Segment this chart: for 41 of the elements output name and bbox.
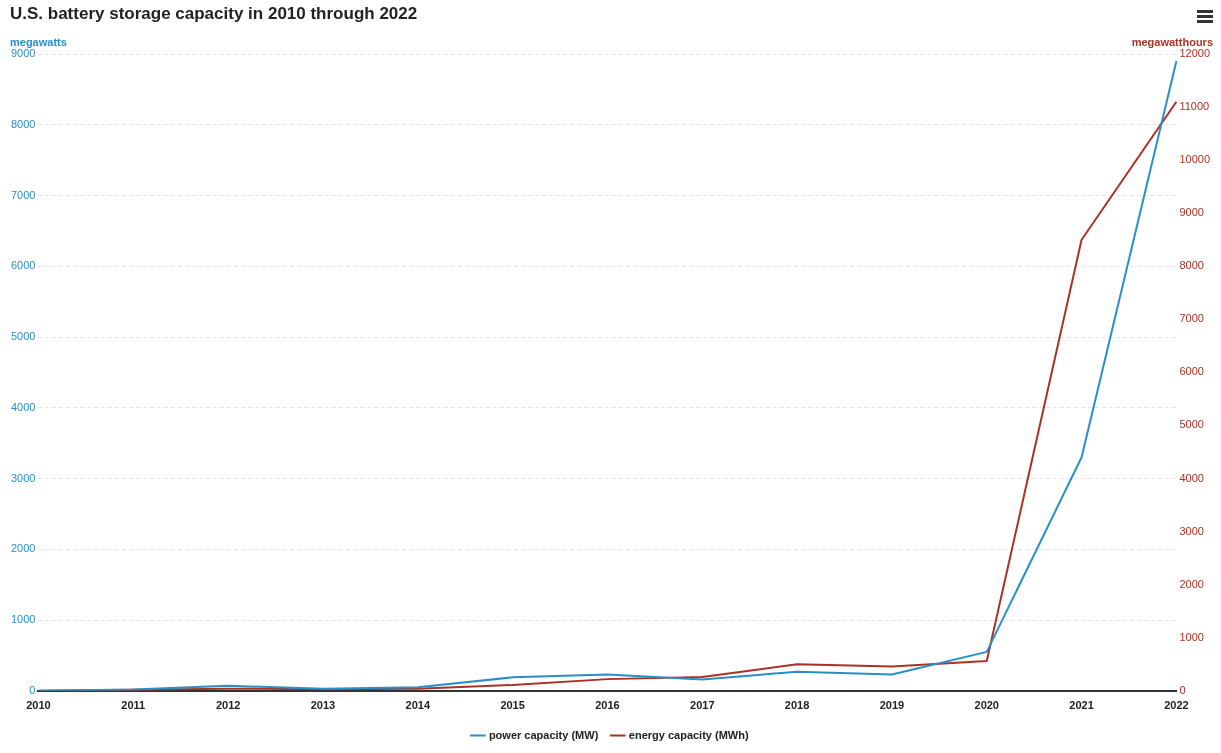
x-tick-label: 2018 <box>784 699 810 712</box>
chart-title: U.S. battery storage capacity in 2010 through 2022 <box>10 4 418 24</box>
y2-tick-label: 4000 <box>1179 471 1204 484</box>
y2-tick-label: 6000 <box>1179 365 1204 378</box>
y2-tick-label: 1000 <box>1179 630 1204 643</box>
x-tick-label: 2022 <box>1164 699 1189 712</box>
legend-label: power capacity (MW) <box>488 728 599 741</box>
x-tick-label: 2016 <box>595 699 620 712</box>
y-tick-label: 1000 <box>10 613 36 626</box>
y2-tick-label: 12000 <box>1179 47 1211 60</box>
y2-tick-label: 8000 <box>1179 259 1204 272</box>
y-tick-label: 5000 <box>10 330 36 343</box>
x-tick-label: 2014 <box>405 699 431 712</box>
x-tick-label: 2011 <box>121 699 146 712</box>
y-tick-label: 2000 <box>10 542 36 555</box>
y2-tick-label: 0 <box>1179 683 1186 696</box>
x-tick-label: 2010 <box>26 699 51 712</box>
y2-tick-label: 10000 <box>1179 153 1211 166</box>
y2-tick-label: 5000 <box>1179 418 1204 431</box>
x-tick-label: 2020 <box>974 699 999 712</box>
y-tick-label: 7000 <box>10 188 36 201</box>
y-tick-label: 3000 <box>10 471 36 484</box>
y-axis-title: megawatts <box>10 36 67 48</box>
y2-tick-label: 3000 <box>1179 524 1204 537</box>
y-tick-label: 4000 <box>10 400 36 413</box>
y-tick-label: 0 <box>29 683 36 696</box>
y2-tick-label: 9000 <box>1179 206 1204 219</box>
y2-tick-label: 7000 <box>1179 312 1204 325</box>
x-tick-label: 2015 <box>500 699 525 712</box>
x-tick-label: 2012 <box>215 699 241 712</box>
y-tick-label: 9000 <box>10 47 36 60</box>
x-tick-label: 2019 <box>879 699 905 712</box>
legend-label: energy capacity (MWh) <box>628 728 749 741</box>
y-tick-label: 8000 <box>10 117 36 130</box>
y2-tick-label: 2000 <box>1179 577 1204 590</box>
x-tick-label: 2021 <box>1069 699 1094 712</box>
y-tick-label: 6000 <box>10 259 36 272</box>
y2-tick-label: 11000 <box>1179 100 1210 113</box>
x-tick-label: 2013 <box>310 699 336 712</box>
x-tick-label: 2017 <box>690 699 715 712</box>
y2-axis-title: megawatthours <box>1131 36 1213 48</box>
